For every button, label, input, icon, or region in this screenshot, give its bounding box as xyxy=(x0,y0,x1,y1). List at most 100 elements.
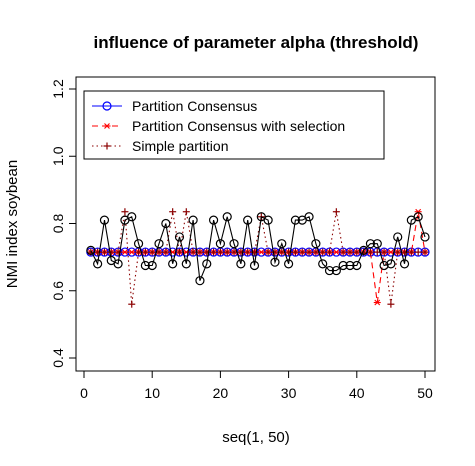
series-2-point xyxy=(305,248,313,256)
series-2-point xyxy=(407,248,415,256)
series-3-point xyxy=(413,212,423,222)
legend-entry: Partition Consensus with selection xyxy=(92,118,345,134)
series-3-point xyxy=(127,212,137,222)
series-2-point xyxy=(271,248,279,256)
x-tick-label: 30 xyxy=(281,385,297,401)
series-3-point xyxy=(236,259,246,269)
series-1-point xyxy=(387,249,395,255)
series-3-point xyxy=(311,239,321,249)
series-1-point xyxy=(128,249,136,255)
series-3-point xyxy=(113,259,123,269)
series-2-point xyxy=(210,248,218,256)
series-3 xyxy=(86,212,430,286)
legend-entry: Partition Consensus xyxy=(92,98,257,114)
series-3-point xyxy=(420,232,430,242)
y-axis: 0.4 0.6 0.8 1.0 1.2 xyxy=(50,79,77,368)
series-2-point xyxy=(298,248,306,256)
legend-label: Partition Consensus with selection xyxy=(132,118,345,134)
series-layer xyxy=(86,208,430,308)
series-3-point xyxy=(352,260,362,271)
series-3-point xyxy=(290,215,301,225)
series-3-point xyxy=(324,265,335,276)
series-2-point xyxy=(346,248,354,256)
series-3-point xyxy=(140,260,150,271)
series-3-point xyxy=(154,239,164,249)
series-3-point xyxy=(181,259,191,269)
legend-entries: Partition Consensus Partition Consensus w… xyxy=(92,98,345,154)
series-1-point xyxy=(121,249,129,255)
series-2-point xyxy=(182,208,190,216)
series-1-point xyxy=(332,249,340,255)
series-2-point xyxy=(100,248,108,256)
series-3-point xyxy=(99,215,110,225)
series-2-line xyxy=(90,211,425,305)
series-3-point xyxy=(161,218,171,229)
series-3-point xyxy=(345,260,355,271)
series-2-point xyxy=(380,248,388,256)
series-1 xyxy=(87,208,429,306)
series-3-point xyxy=(379,260,389,271)
x-axis-label: seq(1, 50) xyxy=(222,429,290,446)
y-tick-label: 0.8 xyxy=(50,214,66,234)
x-tick-label: 20 xyxy=(213,385,229,401)
series-3-point xyxy=(188,215,198,225)
series-2-point xyxy=(332,208,340,216)
series-3-point xyxy=(277,239,287,249)
series-3-point xyxy=(393,232,403,242)
series-3-point xyxy=(284,259,294,269)
series-2-point xyxy=(141,248,149,256)
series-2-point xyxy=(387,300,395,308)
series-3-point xyxy=(208,215,219,225)
series-2-point xyxy=(196,248,204,256)
x-axis: 0 10 20 30 40 50 xyxy=(80,370,433,401)
series-2-point xyxy=(366,248,374,256)
legend-swatch-marker xyxy=(102,101,112,111)
series-2-point xyxy=(148,248,156,256)
series-2-point xyxy=(421,248,429,256)
series-3-point xyxy=(331,265,341,276)
series-3-point xyxy=(202,259,212,269)
series-2-point xyxy=(175,248,183,256)
series-2-point xyxy=(394,248,402,256)
series-2-point xyxy=(107,248,115,256)
series-2-point xyxy=(223,248,231,256)
legend-entry: Simple partition xyxy=(92,138,229,154)
series-3-point xyxy=(304,212,314,222)
x-tick-label: 40 xyxy=(349,385,365,401)
series-3-point xyxy=(93,259,103,269)
series-3-point xyxy=(174,232,185,242)
series-2-point xyxy=(326,248,334,256)
legend-swatch-marker xyxy=(103,142,111,150)
series-3-point xyxy=(243,215,253,225)
series-2-point xyxy=(353,248,361,256)
series-2-point xyxy=(128,300,136,308)
series-3-point xyxy=(386,259,396,269)
series-2-point xyxy=(121,208,129,216)
x-tick-label: 10 xyxy=(144,385,160,401)
series-3-point xyxy=(318,259,328,269)
series-3-point xyxy=(215,239,225,249)
series-2 xyxy=(87,208,429,308)
series-2-point xyxy=(216,248,224,256)
y-axis-label: NMI index soybean xyxy=(4,160,21,288)
y-tick-label: 0.4 xyxy=(50,348,66,368)
series-2-point xyxy=(291,248,299,256)
chart-title: influence of parameter alpha (threshold) xyxy=(94,33,419,52)
series-2-point xyxy=(319,248,327,256)
series-3-point xyxy=(365,239,376,249)
legend-label: Partition Consensus xyxy=(132,98,257,114)
series-3-point xyxy=(147,260,157,271)
y-tick-label: 1.0 xyxy=(50,146,66,166)
series-3-point xyxy=(168,259,178,269)
x-tick-label: 50 xyxy=(417,385,433,401)
series-3-point xyxy=(399,259,410,269)
legend-swatch-marker xyxy=(103,123,111,129)
series-2-point xyxy=(162,248,170,256)
legend-label: Simple partition xyxy=(132,138,229,154)
series-3-point xyxy=(222,212,232,222)
series-2-point xyxy=(414,248,422,256)
series-2-point xyxy=(339,248,347,256)
series-2-point xyxy=(189,248,197,256)
series-3-point xyxy=(195,276,205,286)
